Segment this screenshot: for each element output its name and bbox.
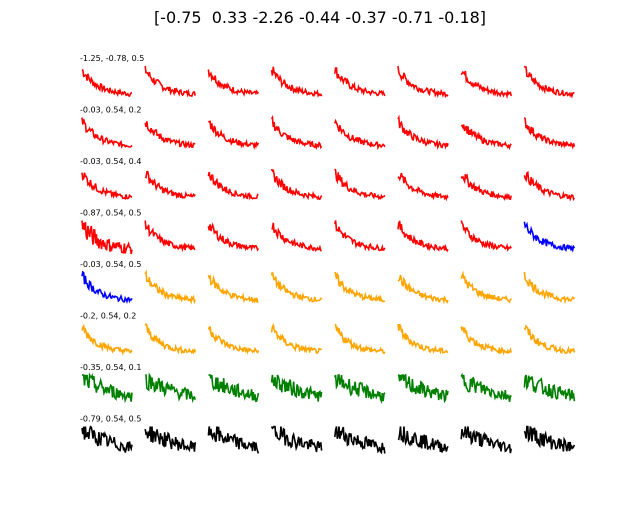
series-line (397, 323, 449, 355)
series-line (144, 170, 196, 200)
cell-label: -0.03, 0.54, 0.4 (80, 157, 141, 166)
series-line (81, 117, 133, 150)
series-line (270, 271, 323, 303)
series-line (460, 426, 512, 454)
series-line (270, 323, 323, 355)
series-line (397, 172, 449, 202)
series-line (207, 222, 260, 252)
series-line (523, 221, 576, 253)
series-line (144, 65, 196, 98)
cell-label: -0.35, 0.54, 0.1 (80, 363, 141, 372)
series-line (334, 220, 386, 252)
series-line (334, 323, 386, 355)
series-line (144, 269, 196, 305)
series-line (523, 65, 575, 99)
series-line (81, 323, 133, 356)
series-line (334, 426, 386, 455)
series-line (397, 274, 449, 305)
series-line (270, 66, 323, 98)
series-line (523, 271, 576, 305)
series-line (460, 372, 512, 402)
series-line (271, 222, 322, 252)
series-line (460, 220, 512, 252)
series-line (270, 115, 323, 151)
figure-title: [-0.75 0.33 -2.26 -0.44 -0.37 -0.71 -0.1… (153, 8, 487, 27)
series-line (207, 69, 259, 97)
series-line (460, 70, 512, 100)
series-line (397, 114, 449, 151)
cell-label: -0.87, 0.54, 0.5 (80, 209, 141, 218)
series-line (334, 168, 386, 201)
cell-label: -0.2, 0.54, 0.2 (80, 312, 136, 321)
series-line (207, 426, 260, 454)
series-line (144, 322, 196, 355)
series-line (460, 124, 512, 151)
series-line (460, 173, 512, 201)
series-line (523, 170, 576, 202)
series-line (523, 374, 576, 402)
series-line (144, 121, 196, 149)
series-line (81, 425, 133, 453)
series-line (523, 324, 576, 355)
series-line (144, 426, 196, 453)
series-line (270, 374, 323, 402)
series-line (145, 372, 196, 404)
series-line (523, 117, 576, 150)
cell-label: -0.03, 0.54, 0.5 (80, 260, 141, 269)
cell-label: -0.79, 0.54, 0.5 (80, 415, 141, 424)
series-line (207, 120, 260, 151)
series-line (334, 118, 386, 151)
series-line (397, 220, 449, 253)
series-line (207, 274, 259, 304)
series-line (207, 326, 260, 355)
series-line (81, 220, 133, 255)
series-line (334, 67, 386, 97)
series-line (460, 270, 512, 304)
series-line (397, 373, 449, 404)
series-line (81, 68, 133, 97)
series-line (334, 374, 386, 404)
series-line (270, 168, 323, 201)
series-line (460, 326, 512, 356)
series-line (270, 425, 323, 453)
series-line (81, 270, 133, 304)
series-line (397, 426, 449, 453)
series-line (397, 65, 449, 99)
cell-label: -0.03, 0.54, 0.2 (80, 106, 141, 115)
series-line (144, 220, 196, 253)
series-line (523, 425, 576, 452)
series-line (207, 171, 259, 201)
cell-label: -1.25, -0.78, 0.5 (80, 54, 144, 63)
series-line (82, 372, 133, 404)
series-line (81, 172, 132, 201)
series-line (208, 374, 260, 403)
series-line (334, 271, 386, 303)
